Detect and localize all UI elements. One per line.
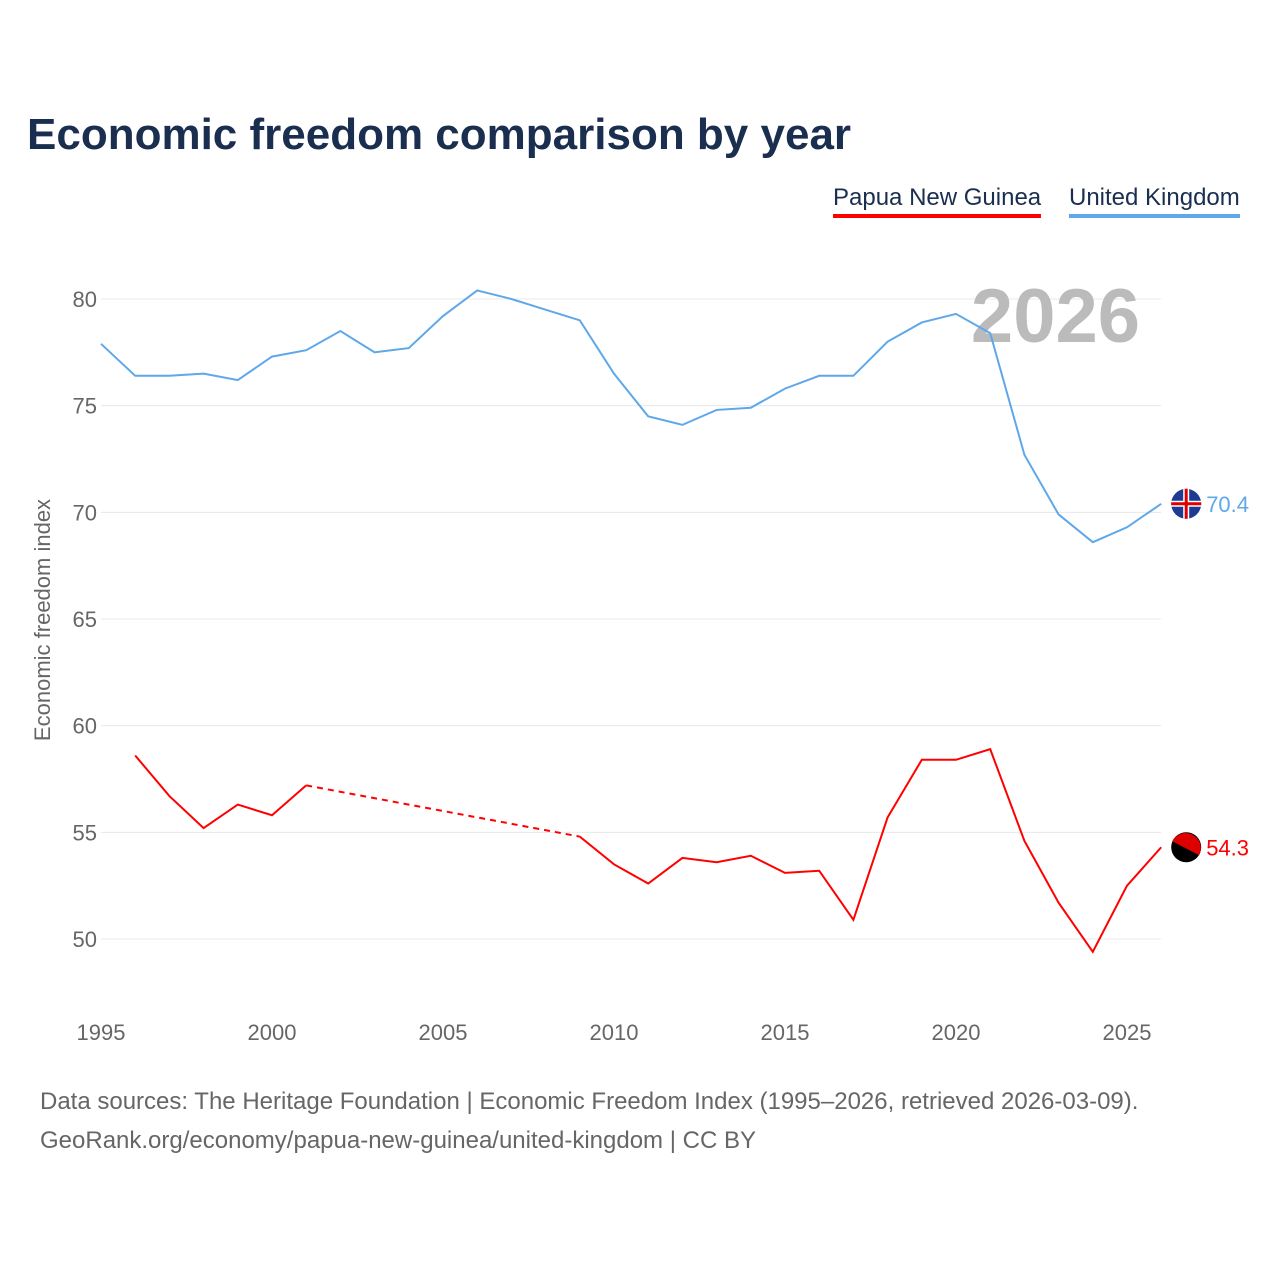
series-line-papua-new-guinea: [134, 754, 307, 830]
series-line-united-kingdom: [100, 289, 1162, 544]
legend-item-papua-new-guinea[interactable]: Papua New Guinea: [833, 184, 1042, 218]
series-line-papua-new-guinea: [579, 747, 1162, 954]
y-tick-label: 80: [73, 287, 97, 312]
x-tick-label: 2015: [761, 1020, 810, 1045]
y-tick-label: 65: [73, 607, 97, 632]
chart-title: Economic freedom comparison by year: [27, 110, 852, 159]
y-tick-label: 75: [73, 394, 97, 419]
y-tick-label: 55: [73, 820, 97, 845]
y-tick-label: 60: [73, 714, 97, 739]
end-value-label: 54.3: [1206, 835, 1249, 860]
x-tick-label: 2005: [419, 1020, 468, 1045]
series-gap-dashed-line: [306, 784, 580, 838]
x-tick-label: 2025: [1103, 1020, 1152, 1045]
x-tick-label: 2020: [932, 1020, 981, 1045]
y-tick-label: 50: [73, 927, 97, 952]
y-tick-label: 70: [73, 500, 97, 525]
end-value-label: 70.4: [1206, 492, 1249, 517]
source-line-1: Data sources: The Heritage Foundation | …: [40, 1088, 1139, 1115]
png-flag-red: [1172, 833, 1201, 856]
year-watermark: 2026: [971, 274, 1140, 359]
uk-flag-cross-red: [1171, 488, 1202, 519]
legend-item-united-kingdom[interactable]: United Kingdom: [1069, 184, 1240, 218]
y-axis-title: Economic freedom index: [30, 499, 55, 741]
source-line-2: GeoRank.org/economy/papua-new-guinea/uni…: [40, 1127, 756, 1154]
x-tick-label: 2000: [248, 1020, 297, 1045]
png-flag-icon: [1171, 832, 1202, 863]
uk-flag-icon: [1171, 488, 1202, 519]
uk-flag-cross: [1171, 488, 1202, 519]
x-tick-label: 1995: [77, 1020, 126, 1045]
x-tick-label: 2010: [590, 1020, 639, 1045]
